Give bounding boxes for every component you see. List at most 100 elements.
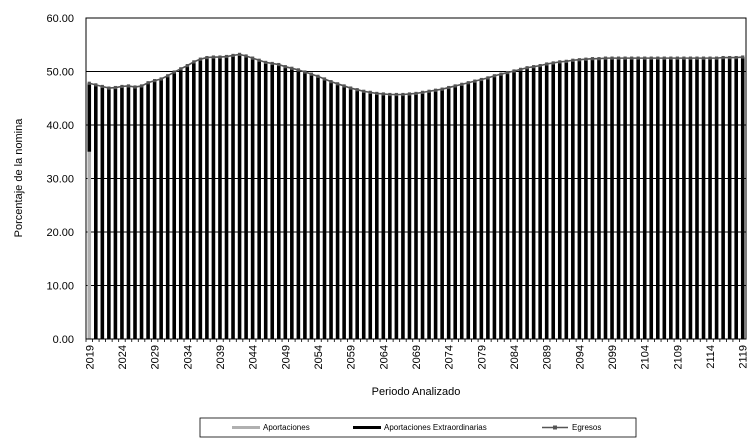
egresos-point	[349, 86, 353, 90]
egresos-point	[120, 84, 124, 89]
bar-aportaciones-extraordinarias	[165, 75, 170, 339]
bar-aportaciones-extraordinarias	[584, 59, 588, 339]
bar-aportaciones-extraordinarias	[433, 90, 438, 339]
egresos-point	[603, 56, 608, 60]
y-tick-label: 60.00	[46, 13, 74, 25]
y-tick-label: 10.00	[46, 281, 74, 293]
x-tick-label: 2064	[378, 345, 390, 369]
legend-label-egresos: Egresos	[572, 423, 601, 432]
x-tick-label: 2099	[607, 345, 619, 369]
egresos-point	[329, 80, 333, 84]
legend-marker-egresos	[553, 425, 557, 430]
bar-aportaciones-extraordinarias	[590, 58, 595, 339]
legend-label-aportaciones-extraordinarias: Aportaciones Extraordinarias	[384, 423, 487, 432]
egresos-point	[205, 55, 209, 60]
egresos-point	[420, 90, 425, 94]
bar-aportaciones-extraordinarias	[597, 58, 601, 339]
egresos-point	[473, 79, 477, 83]
egresos-point	[486, 76, 490, 80]
egresos-point	[545, 62, 549, 66]
bar-aportaciones-extraordinarias	[505, 72, 510, 339]
bar-aportaciones-extraordinarias	[146, 82, 150, 340]
bar-aportaciones-extraordinarias	[655, 58, 660, 339]
egresos-point	[414, 91, 418, 96]
bar-aportaciones-extraordinarias	[159, 78, 163, 340]
bar-aportaciones-extraordinarias	[192, 61, 196, 340]
egresos-point	[198, 57, 202, 61]
bar-aportaciones-extraordinarias	[734, 57, 738, 340]
egresos-point	[532, 65, 536, 69]
egresos-point	[643, 56, 647, 60]
egresos-point	[277, 62, 281, 67]
egresos-point	[656, 56, 660, 60]
egresos-point	[133, 85, 137, 89]
egresos-point	[283, 65, 287, 69]
egresos-point	[270, 61, 274, 66]
egresos-point	[669, 56, 673, 60]
bar-aportaciones-extraordinarias	[688, 58, 693, 339]
x-tick-label: 2119	[738, 345, 748, 369]
egresos-point	[237, 52, 242, 56]
egresos-point	[257, 58, 261, 62]
egresos-point	[708, 56, 712, 60]
egresos-point	[538, 64, 542, 68]
bar-aportaciones-extraordinarias	[374, 93, 379, 339]
bar-aportaciones-extraordinarias	[388, 94, 392, 339]
egresos-point	[623, 56, 627, 60]
egresos-point	[714, 56, 719, 60]
egresos-point	[518, 67, 523, 71]
bar-aportaciones-extraordinarias	[512, 70, 516, 339]
bar-aportaciones-extraordinarias	[518, 69, 523, 340]
egresos-point	[264, 60, 268, 65]
y-tick-label: 0.00	[53, 334, 74, 346]
legend-swatch-aportaciones-extraordinarias	[353, 426, 381, 429]
bar-aportaciones-extraordinarias	[407, 93, 412, 339]
bar-aportaciones-extraordinarias	[342, 85, 346, 339]
bar-aportaciones-extraordinarias	[649, 58, 654, 339]
bar-aportaciones-extraordinarias	[682, 58, 686, 339]
bar-aportaciones-extraordinarias	[107, 88, 111, 340]
egresos-point	[453, 84, 457, 88]
bar-aportaciones-extraordinarias	[420, 92, 425, 340]
bar-aportaciones-extraordinarias	[113, 87, 118, 339]
egresos-point	[211, 55, 216, 59]
egresos-point	[447, 85, 451, 90]
egresos-point	[649, 56, 653, 60]
egresos-point	[571, 58, 575, 62]
egresos-point	[636, 56, 640, 60]
egresos-point	[126, 84, 131, 88]
x-tick-label: 2029	[150, 345, 162, 369]
egresos-point	[231, 53, 235, 58]
bar-aportaciones-extraordinarias	[139, 85, 144, 339]
bar-aportaciones-extraordinarias	[316, 76, 320, 339]
bar-aportaciones-extraordinarias	[335, 83, 340, 340]
bar-aportaciones-extraordinarias	[564, 61, 569, 340]
y-tick-label: 20.00	[46, 227, 74, 239]
bar-aportaciones-extraordinarias	[257, 60, 261, 339]
egresos-point	[100, 84, 104, 89]
bar-aportaciones-extraordinarias	[459, 84, 464, 339]
bar-aportaciones-extraordinarias	[486, 77, 490, 340]
egresos-point	[342, 84, 346, 88]
x-tick-label: 2059	[346, 345, 358, 369]
x-tick-label: 2039	[215, 345, 227, 369]
bar-aportaciones-extraordinarias	[205, 57, 209, 340]
bar-aportaciones-extraordinarias	[237, 54, 242, 339]
bar-aportaciones-extraordinarias	[126, 85, 131, 339]
bar-aportaciones-extraordinarias	[675, 58, 680, 339]
legend: Aportaciones Aportaciones Extraordinaria…	[199, 417, 637, 438]
bar-aportaciones-extraordinarias	[283, 66, 288, 339]
bar-aportaciones-extraordinarias	[440, 89, 444, 339]
bar-aportaciones-extraordinarias	[231, 55, 235, 339]
egresos-point	[185, 64, 189, 68]
egresos-point	[107, 86, 111, 90]
bar-aportaciones-extraordinarias	[263, 62, 268, 339]
bar-aportaciones-extraordinarias	[100, 86, 105, 339]
egresos-point	[558, 60, 562, 64]
bar-aportaciones-extraordinarias	[479, 79, 484, 340]
egresos-point	[525, 66, 529, 70]
bar-aportaciones-extraordinarias	[557, 61, 562, 340]
bar-aportaciones-extraordinarias	[551, 62, 556, 339]
bar-aportaciones-extraordinarias	[610, 58, 614, 339]
